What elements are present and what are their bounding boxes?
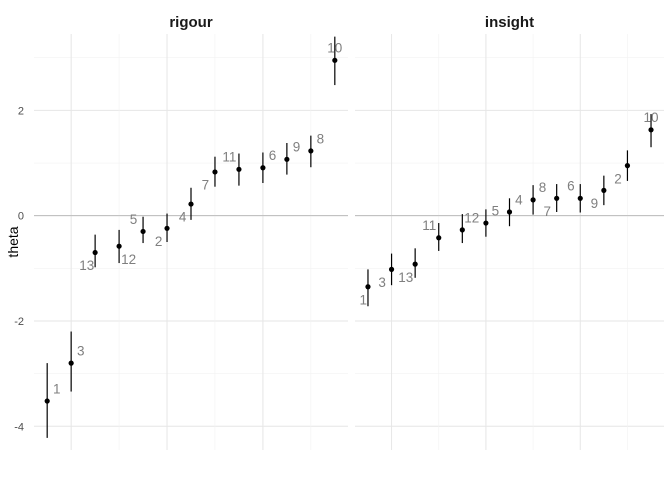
point-label-rigour-9: 9: [293, 140, 301, 155]
point-insight-2: [624, 163, 631, 169]
y-tick-label: -4: [14, 421, 24, 433]
point-insight-10: [648, 127, 654, 133]
point-rigour-12: [116, 243, 122, 249]
point-insight-8: [530, 197, 536, 203]
y-tick-label: 0: [18, 211, 24, 223]
point-label-insight-2: 2: [614, 171, 622, 186]
point-label-insight-4: 4: [515, 192, 523, 207]
point-rigour-8: [308, 148, 314, 154]
point-insight-4: [506, 209, 513, 215]
y-axis-title: theta: [5, 226, 21, 257]
point-rigour-3: [68, 360, 74, 366]
y-tick-label: -2: [14, 316, 24, 328]
point-rigour-10: [332, 57, 338, 63]
y-tick-label: 2: [18, 105, 24, 117]
point-label-rigour-12: 12: [121, 252, 136, 267]
point-insight-9: [601, 187, 607, 193]
panel-title-rigour: rigour: [169, 14, 212, 31]
point-insight-5: [483, 220, 489, 226]
point-label-rigour-5: 5: [130, 212, 138, 227]
point-label-insight-12: 12: [464, 210, 479, 225]
point-label-insight-10: 10: [644, 110, 659, 125]
point-rigour-1: [44, 398, 50, 404]
point-label-rigour-13: 13: [79, 258, 94, 273]
point-label-insight-3: 3: [378, 275, 386, 290]
point-insight-7: [554, 195, 560, 201]
point-label-rigour-2: 2: [155, 234, 163, 249]
point-insight-13: [412, 261, 418, 267]
panel-title-insight: insight: [485, 14, 534, 31]
point-rigour-11: [236, 166, 242, 172]
point-label-rigour-7: 7: [202, 178, 210, 193]
point-label-rigour-11: 11: [222, 150, 236, 165]
point-insight-12: [459, 227, 465, 233]
point-label-insight-6: 6: [567, 179, 575, 194]
point-rigour-9: [284, 156, 290, 162]
point-label-insight-11: 11: [422, 218, 436, 233]
point-rigour-4: [188, 201, 194, 207]
point-rigour-13: [92, 249, 98, 256]
point-label-rigour-1: 1: [53, 381, 61, 396]
point-label-insight-9: 9: [591, 196, 599, 211]
point-insight-6: [577, 195, 583, 201]
point-insight-1: [365, 284, 371, 290]
point-label-rigour-6: 6: [269, 148, 277, 163]
point-label-rigour-4: 4: [179, 210, 187, 225]
point-label-insight-5: 5: [492, 203, 500, 218]
point-label-rigour-3: 3: [77, 343, 85, 358]
point-label-insight-8: 8: [539, 180, 547, 195]
point-insight-11: [436, 235, 442, 241]
point-rigour-2: [164, 225, 170, 231]
point-rigour-5: [140, 228, 146, 235]
point-rigour-7: [212, 169, 218, 175]
point-label-insight-7: 7: [543, 204, 551, 219]
point-insight-3: [388, 266, 395, 272]
point-label-insight-1: 1: [359, 292, 367, 307]
point-rigour-6: [260, 165, 266, 171]
point-label-rigour-8: 8: [317, 131, 325, 146]
point-label-rigour-10: 10: [327, 41, 342, 56]
point-label-insight-13: 13: [398, 270, 413, 285]
